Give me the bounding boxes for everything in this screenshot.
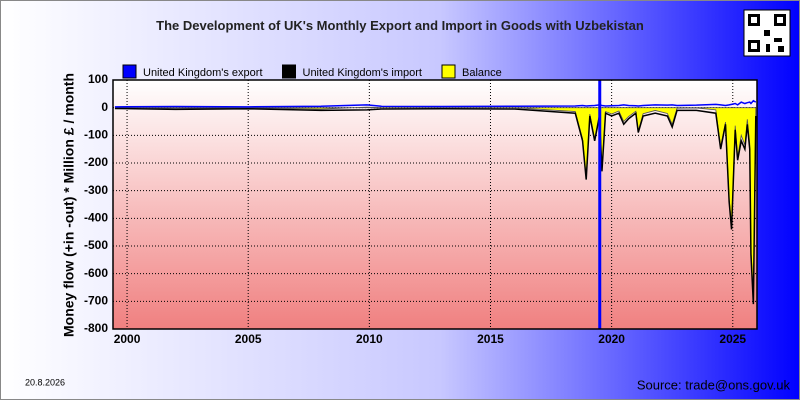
plot-border xyxy=(112,79,758,330)
source: Source: trade@ons.gov.uk xyxy=(637,377,791,392)
x-tick-label: 2000 xyxy=(114,332,141,346)
line xyxy=(114,99,757,108)
legend-label: Balance xyxy=(462,67,502,79)
date: 20.8.2026 xyxy=(25,377,65,387)
plot-area xyxy=(113,80,757,329)
x-tick-label: 2020 xyxy=(598,332,625,346)
legend-swatch xyxy=(441,64,456,79)
x-tick-label: 2015 xyxy=(477,332,504,346)
y-tick-label: -100 xyxy=(84,128,108,142)
y-tick-label: -600 xyxy=(84,266,108,280)
y-tick-label: -300 xyxy=(84,183,108,197)
title-box: The Development of UK's Monthly Export a… xyxy=(156,18,644,33)
legend-label: United Kingdom's import xyxy=(303,67,423,79)
x-tick-label: 2025 xyxy=(719,332,746,346)
qr-code xyxy=(743,9,791,57)
y-tick-label: -800 xyxy=(84,321,108,335)
x-tick-label: 2010 xyxy=(356,332,383,346)
x-tick-label: 2005 xyxy=(235,332,262,346)
chart-title: The Development of UK's Monthly Export a… xyxy=(156,18,644,33)
legend-swatch xyxy=(122,64,137,79)
y-axis-label: Money flow (+in -out) * Million £ / mont… xyxy=(61,73,77,337)
legend-label: United Kingdom's export xyxy=(143,67,263,79)
y-tick-label: -400 xyxy=(84,211,108,225)
y-tick-label: 0 xyxy=(101,100,108,114)
y-tick-label: 100 xyxy=(88,72,108,86)
y-tick-label: -500 xyxy=(84,238,108,252)
y-tick-label: -700 xyxy=(84,294,108,308)
legend-swatch xyxy=(282,64,296,79)
line xyxy=(114,107,757,305)
y-tick-label: -200 xyxy=(84,155,108,169)
